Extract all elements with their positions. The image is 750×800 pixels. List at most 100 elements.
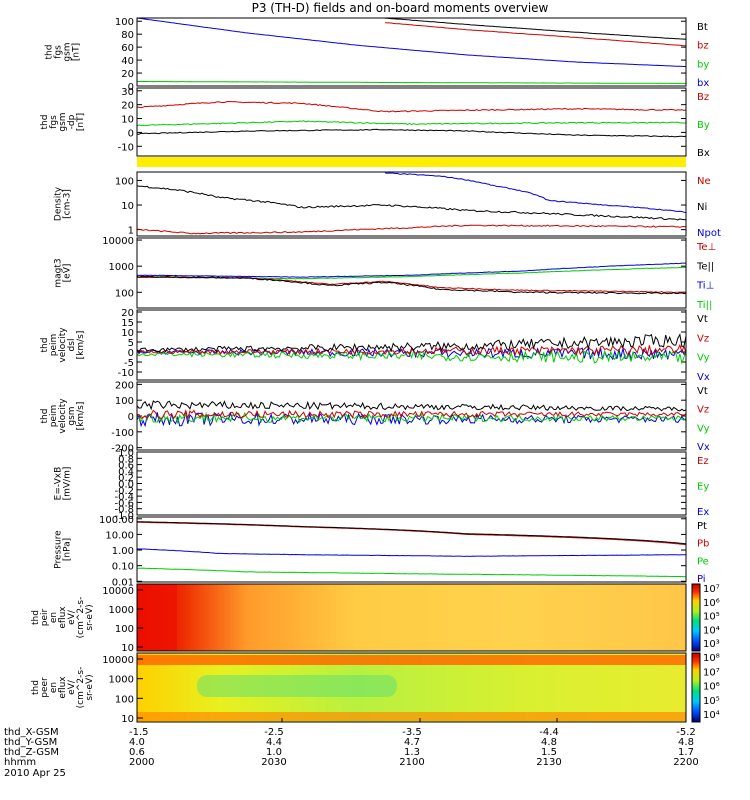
colorbar-label: 10⁴ — [703, 710, 720, 721]
y-axis-label: Pressure — [54, 530, 64, 569]
x-tick-label: 4.8 — [541, 737, 557, 748]
panel-peer_en_eflux: thd peer en eflux eV/(cm^2-s-sr-eV) 10 100 1000… — [31, 652, 720, 725]
series-line — [385, 172, 686, 214]
series-line — [137, 408, 686, 421]
y-axis-label: magt3 — [54, 258, 64, 287]
y-tick-label: 10 — [121, 714, 134, 725]
x-tick-label: -5.2 — [676, 727, 696, 738]
legend-item: Ne — [697, 176, 711, 187]
spectrogram-band — [197, 675, 397, 697]
y-axis-label: fgs — [49, 115, 59, 129]
series-line — [137, 224, 686, 235]
legend-item: Vx — [697, 442, 710, 453]
legend-item: Bx — [697, 148, 710, 159]
y-tick-label: 0.2 — [118, 473, 134, 484]
y-tick-label: -0.8 — [114, 505, 134, 516]
y-tick-label: 0.10 — [112, 562, 134, 573]
x-tick-label: 4.4 — [266, 737, 282, 748]
series-group — [137, 400, 686, 428]
y-axis-label: [km/s] — [76, 331, 86, 360]
y-tick-label: -0.2 — [114, 486, 134, 497]
y-axis-label: thd — [40, 115, 50, 130]
y-tick-label: 0.4 — [118, 467, 134, 478]
y-axis-label: sr-eV) — [85, 674, 95, 700]
panel-frame — [136, 87, 687, 157]
y-tick-label: 100 — [115, 694, 134, 705]
spectrogram-band — [137, 712, 686, 721]
panel-frame — [136, 309, 687, 381]
y-tick-label: 0.6 — [118, 461, 134, 472]
panel-peim_velocity_gsm: thd peim velocity gsm [km/s] -200 -100 0 100 200 V… — [40, 380, 710, 454]
y-axis-label: peim — [49, 334, 59, 357]
y-axis-label: peim — [49, 405, 59, 428]
colorbar-label: 10⁶ — [703, 682, 720, 693]
series-line — [137, 185, 686, 221]
y-tick-label: 30 — [121, 87, 134, 98]
y-axis-label: fgs — [54, 45, 64, 59]
x-tick-label: 2000 — [129, 757, 154, 768]
y-tick-label: 100.00 — [99, 515, 134, 526]
legend-item: Pb — [697, 539, 709, 550]
y-axis-label: eflux — [58, 676, 68, 699]
series-line — [137, 521, 686, 546]
series-group — [137, 262, 686, 295]
y-axis-label: [eV] — [63, 264, 73, 283]
y-axis-label: [nPa] — [63, 538, 73, 561]
legend-item: bx — [697, 78, 709, 89]
y-tick-label: 10 — [121, 328, 134, 339]
colorbar-label: 10⁵ — [703, 696, 720, 707]
x-tick-label: 1.5 — [541, 747, 557, 758]
y-tick-label: 0.01 — [112, 577, 134, 588]
plot-title: P3 (TH-D) fields and on-board moments ov… — [252, 1, 549, 15]
colorbar-label: 10⁴ — [703, 625, 720, 636]
series-line — [137, 567, 686, 578]
panel-frame — [136, 583, 687, 652]
series-line — [137, 343, 686, 357]
legend-item: Te⊥ — [696, 242, 716, 253]
y-axis-label: thd — [31, 680, 41, 695]
y-axis-label: E=-VxB — [54, 467, 64, 501]
legend-item: Vx — [697, 372, 710, 383]
x-tick-label: 4.7 — [404, 737, 420, 748]
y-tick-label: 20 — [121, 308, 134, 319]
y-tick-label: 0.0 — [118, 480, 134, 491]
y-axis-label: velocity — [58, 327, 68, 363]
x-row-label: thd_Z-GSM — [4, 747, 59, 758]
y-axis-label: dsl — [67, 339, 77, 352]
colorbar-label: 10⁶ — [703, 598, 720, 609]
legend-item: Vz — [697, 405, 709, 416]
separator-band — [137, 157, 686, 167]
panel-frame — [136, 171, 687, 237]
y-tick-label: -100 — [111, 428, 134, 439]
y-tick-label: 10 — [121, 201, 134, 212]
panel-e_minus_vxb: E=-VxB [mV/m]-1.0-0.8-0.6-0.4-0.20.00.20.… — [54, 448, 710, 522]
x-tick-label: 2100 — [399, 757, 424, 768]
y-tick-label: 80 — [121, 30, 134, 41]
colorbar — [691, 652, 701, 723]
y-tick-label: 0 — [128, 412, 134, 423]
y-tick-label: -5 — [124, 358, 134, 369]
colorbar-label: 10⁸ — [703, 653, 720, 664]
y-tick-label: 100 — [115, 288, 134, 299]
colorbar-label: 10⁵ — [703, 612, 720, 623]
panel-frame — [136, 451, 687, 516]
legend-item: Ni — [697, 202, 707, 213]
y-tick-label: 1000 — [109, 262, 134, 273]
legend-item: Vt — [697, 314, 708, 325]
series-line — [385, 18, 686, 40]
series-group — [137, 18, 686, 84]
legend-item: Vt — [697, 386, 708, 397]
x-tick-label: 1.3 — [404, 747, 420, 758]
x-tick-label: 2030 — [261, 757, 286, 768]
y-tick-label: 40 — [121, 56, 134, 67]
y-axis-label: velocity — [58, 398, 68, 434]
series-line — [137, 128, 686, 138]
x-tick-label: 2130 — [536, 757, 561, 768]
y-tick-label: 60 — [121, 43, 134, 54]
series-line — [137, 80, 686, 84]
legend-item: Ti⊥ — [696, 281, 714, 292]
panel-peir_en_eflux: thd peir en eflux eV/(cm^2-s-sr-eV) 10 100 1000… — [31, 583, 720, 654]
